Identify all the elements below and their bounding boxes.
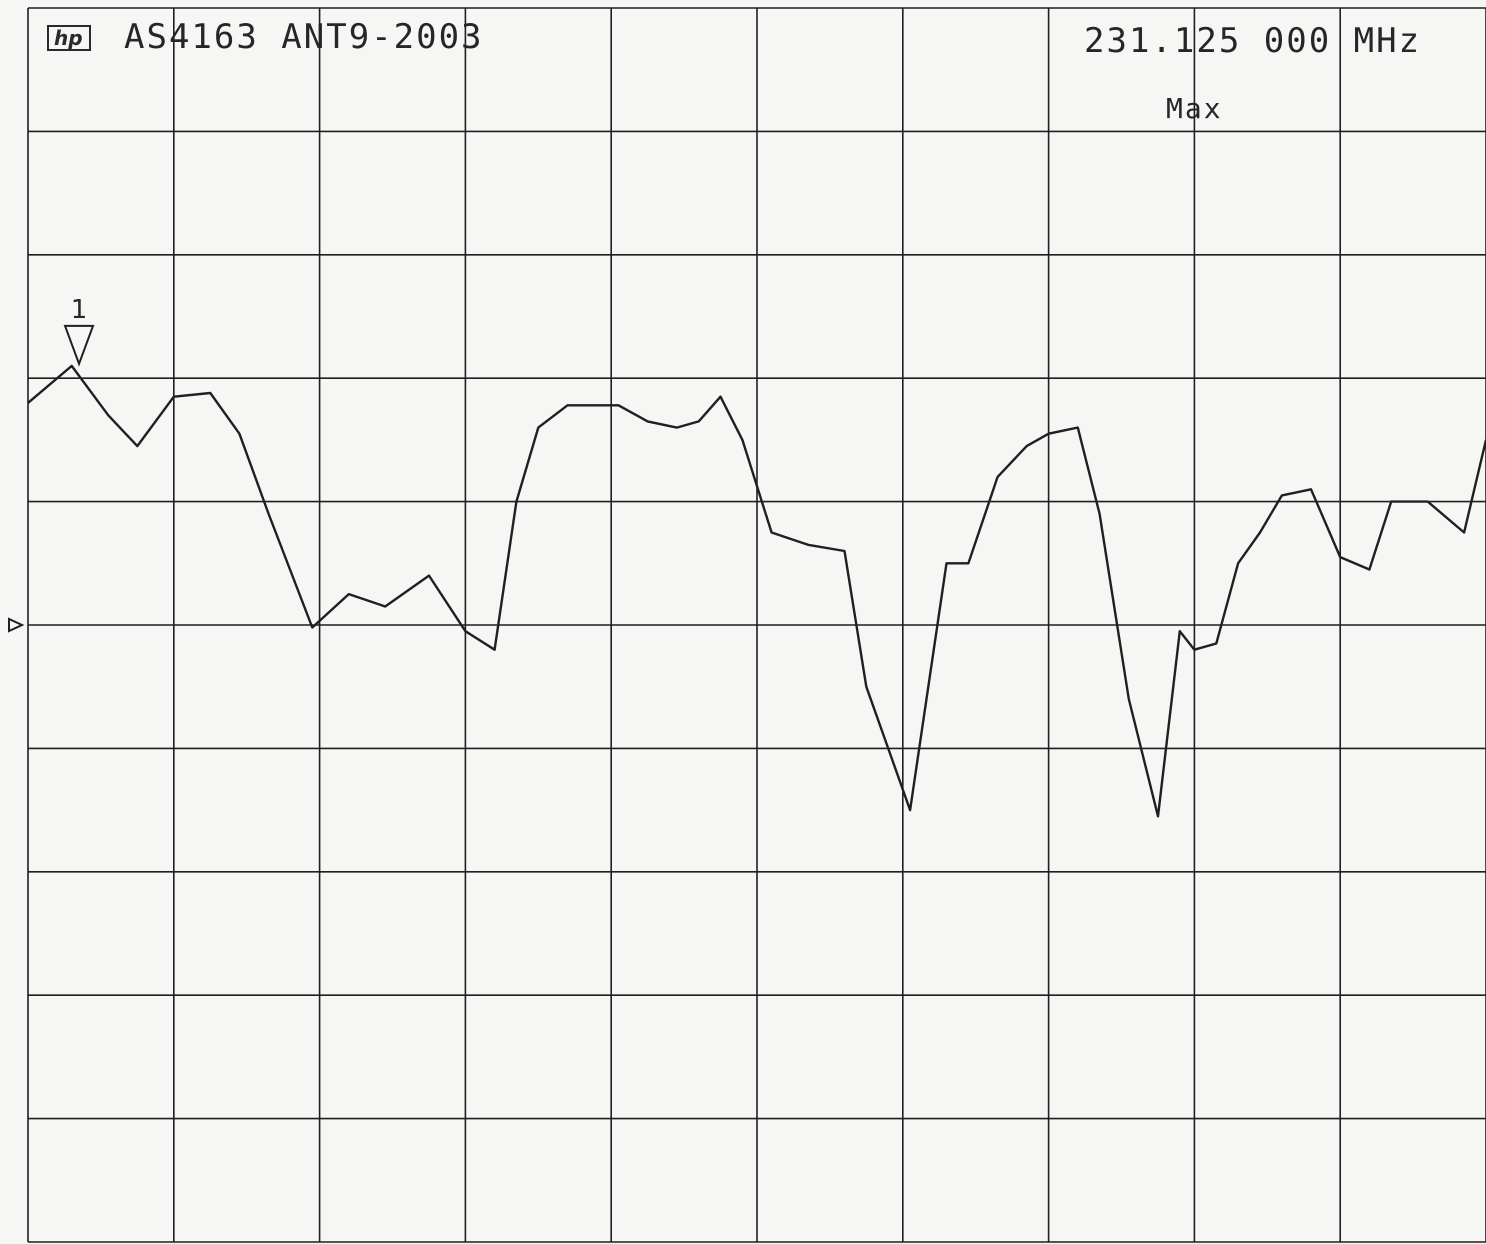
hp-logo-text: hp — [54, 26, 83, 50]
marker-1: 1 — [63, 295, 95, 367]
reference-level-arrow-icon — [8, 617, 25, 633]
hp-logo-icon: hp — [47, 25, 91, 51]
marker-triangle-icon — [63, 324, 95, 367]
instrument-title: AS4163 ANT9-2003 — [124, 17, 484, 57]
marker-number: 1 — [71, 295, 88, 325]
trace-mode-label: Max — [1166, 92, 1223, 125]
center-frequency: 231.125 000 MHz — [1084, 21, 1421, 61]
spectrum-trace — [27, 364, 1486, 818]
graticule — [27, 7, 1486, 1243]
